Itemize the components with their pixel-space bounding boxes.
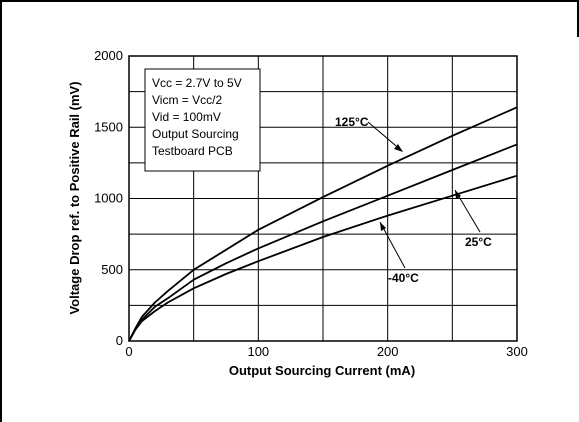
y-tick-label: 0 [116,333,123,348]
x-tick-label: 0 [125,344,132,359]
series-line-125c [128,106,518,342]
plot-border [128,55,518,342]
series-arrow-125c [394,144,403,152]
y-tick-label: 1000 [94,191,123,206]
series-leader-m40c [379,221,406,269]
condition-line: Vicm = Vcc/2 [152,93,222,107]
y-tick-label: 500 [101,262,123,277]
condition-line: Vid = 100mV [152,110,221,124]
series-line-m40c [128,174,518,342]
y-tick-label: 2000 [94,48,123,63]
x-tick-label: 200 [377,344,399,359]
series-label-125c: 125°C [335,115,369,129]
condition-line: Vcc = 2.7V to 5V [152,76,242,90]
y-tick-label: 1500 [94,119,123,134]
x-tick-label: 300 [506,344,528,359]
frame-right-border [577,0,579,37]
conditions-box: Vcc = 2.7V to 5V Vicm = Vcc/2 Vid = 100m… [144,68,261,172]
x-axis-title: Output Sourcing Current (mA) [229,363,415,378]
series-label-m40c: -40°C [388,271,419,285]
series-label-25c: 25°C [465,235,492,249]
frame-top-border [0,0,579,2]
condition-line: Testboard PCB [152,144,233,158]
conditions-box-frame [144,68,261,172]
series-arrow-m40c [380,222,386,231]
frame-left-border [0,0,2,422]
x-tick-label: 100 [247,344,269,359]
y-axis-title: Voltage Drop ref. to Positive Rail (mV) [67,81,82,314]
series-arrow-25c [455,190,461,199]
condition-line: Output Sourcing [152,127,239,141]
